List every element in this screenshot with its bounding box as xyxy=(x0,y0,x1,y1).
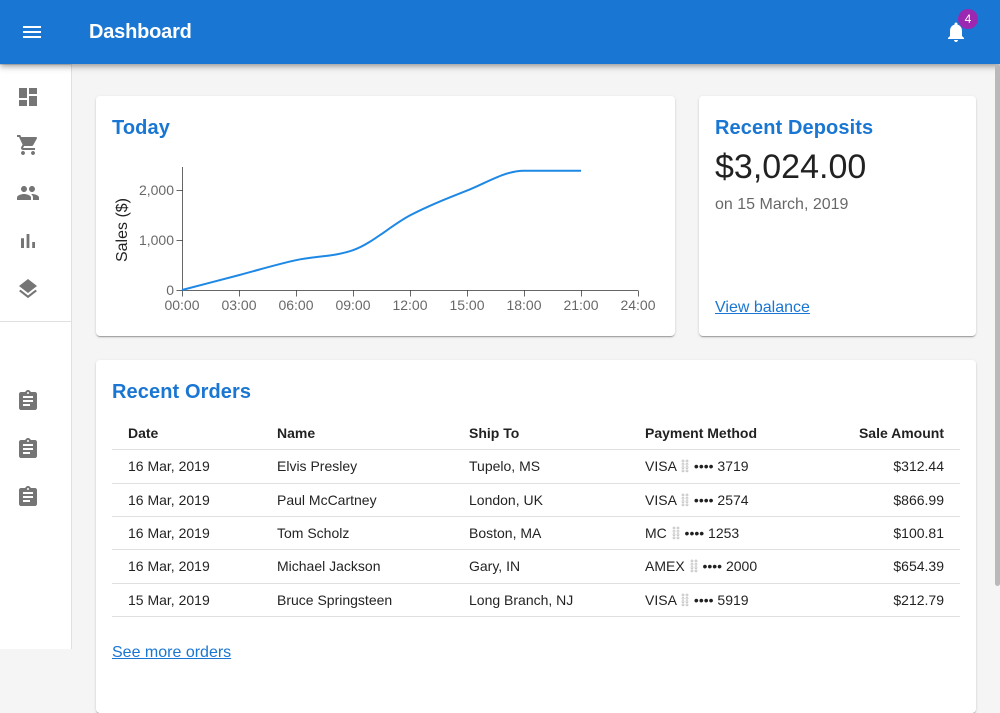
svg-text:09:00: 09:00 xyxy=(335,297,370,313)
svg-text:06:00: 06:00 xyxy=(278,297,313,313)
svg-text:Sales ($): Sales ($) xyxy=(114,198,131,262)
svg-text:0: 0 xyxy=(166,282,174,298)
svg-text:15:00: 15:00 xyxy=(449,297,484,313)
svg-text:12:00: 12:00 xyxy=(392,297,427,313)
svg-text:03:00: 03:00 xyxy=(221,297,256,313)
svg-text:2,000: 2,000 xyxy=(139,182,174,198)
svg-text:21:00: 21:00 xyxy=(563,297,598,313)
svg-text:24:00: 24:00 xyxy=(620,297,655,313)
svg-text:18:00: 18:00 xyxy=(506,297,541,313)
svg-text:1,000: 1,000 xyxy=(139,232,174,248)
svg-text:00:00: 00:00 xyxy=(164,297,199,313)
